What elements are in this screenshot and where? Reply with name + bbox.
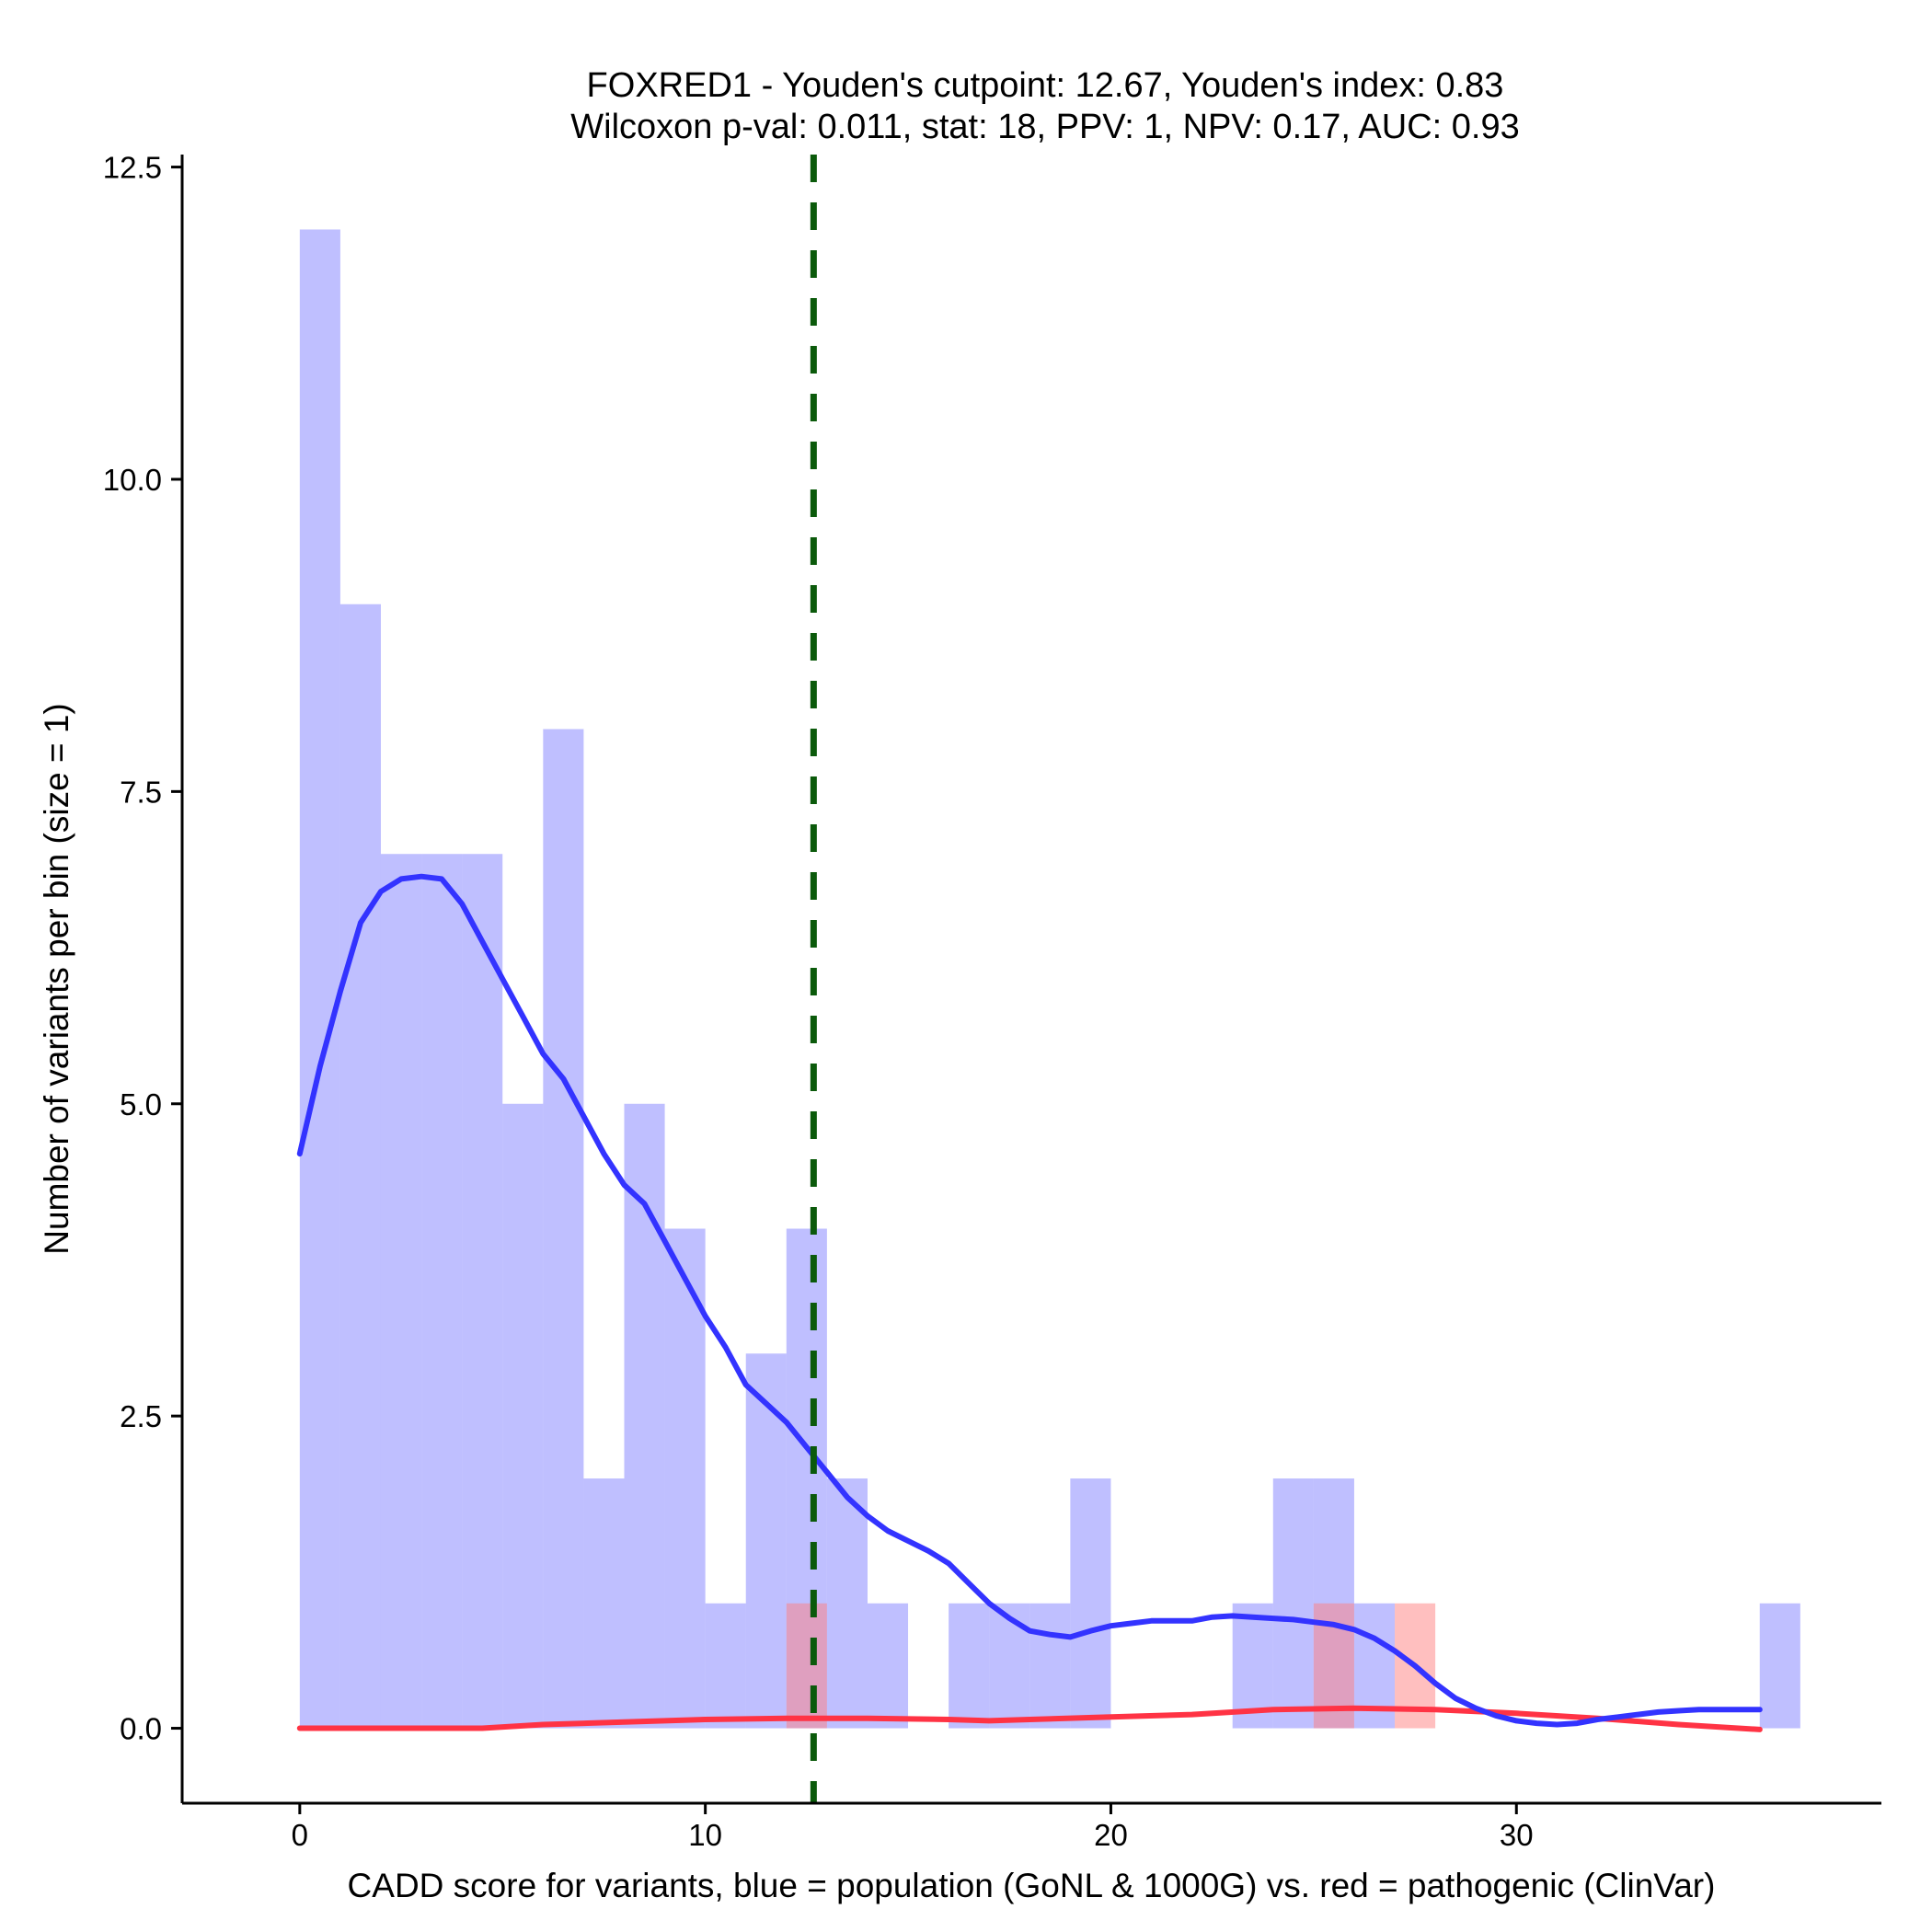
- y-axis-label: Number of variants per bin (size = 1): [38, 703, 75, 1254]
- chart-title-line-1: FOXRED1 - Youden's cutpoint: 12.67, Youd…: [587, 66, 1504, 105]
- population-bar: [867, 1603, 909, 1729]
- population-bar: [826, 1478, 868, 1729]
- y-tick-label: 5.0: [120, 1087, 162, 1121]
- y-ticks: 0.0 2.5 5.0 7.5 10.0 12.5: [103, 151, 182, 1746]
- axes: [180, 155, 1881, 1805]
- population-bar: [299, 229, 340, 1729]
- population-bar: [1759, 1603, 1800, 1729]
- x-tick-label: 20: [1094, 1818, 1128, 1852]
- pathogenic-density-line: [296, 1705, 1763, 1732]
- chart-title-line-2: Wilcoxon p-val: 0.011, stat: 18, PPV: 1,…: [570, 108, 1519, 146]
- title: FOXRED1 - Youden's cutpoint: 12.67, Youd…: [570, 66, 1519, 146]
- population-bar: [705, 1603, 746, 1729]
- population-bar: [421, 854, 463, 1729]
- x-tick-label: 30: [1500, 1818, 1534, 1852]
- population-bar: [502, 1103, 544, 1729]
- population-bar: [339, 604, 381, 1729]
- y-tick-label: 2.5: [120, 1399, 162, 1433]
- density-curves: [296, 873, 1763, 1732]
- population-bar: [664, 1228, 706, 1729]
- population-bar: [1272, 1478, 1314, 1729]
- population-bar: [745, 1353, 787, 1729]
- x-axis-label: CADD score for variants, blue = populati…: [348, 1867, 1716, 1904]
- y-tick-label: 7.5: [120, 775, 162, 809]
- population-histogram: [299, 229, 1800, 1729]
- population-bar: [1029, 1603, 1071, 1729]
- y-tick-label: 0.0: [120, 1712, 162, 1746]
- x-tick-label: 10: [688, 1818, 722, 1852]
- population-bar: [462, 854, 503, 1729]
- population-bar: [989, 1603, 1030, 1729]
- population-bar: [583, 1478, 625, 1729]
- y-tick-label: 10.0: [103, 463, 162, 497]
- pathogenic-bar: [786, 1603, 827, 1729]
- population-bar: [624, 1103, 665, 1729]
- population-bar: [1070, 1478, 1111, 1729]
- x-tick-label: 0: [292, 1818, 308, 1852]
- population-density-line: [296, 873, 1763, 1728]
- population-bar: [380, 854, 422, 1729]
- population-bar: [949, 1603, 990, 1729]
- x-ticks: 0 10 20 30: [292, 1803, 1534, 1852]
- population-bar: [543, 729, 584, 1729]
- y-tick-label: 12.5: [103, 151, 162, 185]
